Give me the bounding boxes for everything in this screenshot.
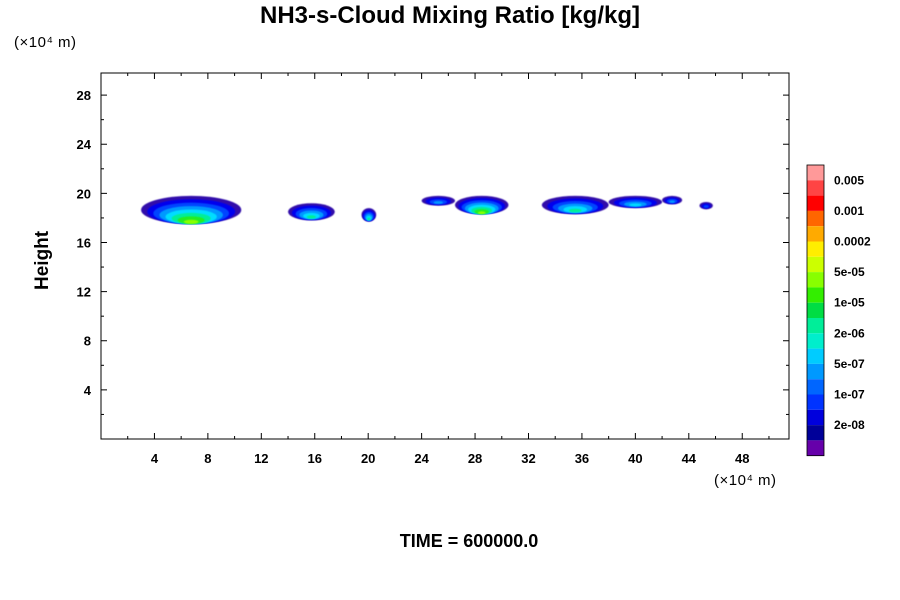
colorbar-swatch bbox=[807, 348, 824, 364]
colorbar-swatch bbox=[807, 379, 824, 395]
colorbar-swatch bbox=[807, 180, 824, 196]
colorbar-label: 0.001 bbox=[834, 204, 864, 218]
colorbar-label: 0.005 bbox=[834, 173, 864, 187]
colorbar-swatch bbox=[807, 333, 824, 349]
x-tick-label: 40 bbox=[628, 451, 642, 466]
colorbar-swatch bbox=[807, 256, 824, 273]
x-tick-label: 36 bbox=[575, 451, 589, 466]
y-axis-unit: (×10⁴ m) bbox=[14, 34, 77, 51]
y-tick-label: 16 bbox=[77, 235, 91, 250]
time-label: TIME = 600000.0 bbox=[399, 531, 539, 551]
x-tick-label: 32 bbox=[521, 451, 535, 466]
cloud-contour bbox=[367, 217, 371, 221]
colorbar-label: 1e-07 bbox=[834, 388, 865, 402]
colorbar-swatch bbox=[807, 195, 824, 211]
colorbar-swatch bbox=[807, 363, 824, 380]
y-tick-label: 24 bbox=[77, 137, 92, 152]
y-tick-label: 8 bbox=[84, 334, 91, 349]
colorbar-label: 1e-05 bbox=[834, 296, 865, 310]
x-axis-unit: (×10⁴ m) bbox=[714, 472, 777, 489]
cloud-cluster bbox=[699, 201, 713, 210]
cloud-contour bbox=[306, 215, 316, 219]
cloud-cluster bbox=[541, 195, 609, 215]
cloud-cluster bbox=[421, 195, 456, 206]
cloud-cluster bbox=[361, 208, 377, 222]
colorbar-swatch bbox=[807, 165, 824, 181]
cloud-contour bbox=[477, 211, 486, 215]
colorbar-swatch bbox=[807, 318, 824, 334]
cloud-contour bbox=[703, 205, 709, 208]
cloud-contour bbox=[183, 219, 199, 224]
y-tick-label: 20 bbox=[77, 186, 91, 201]
cloud-contour bbox=[629, 203, 642, 207]
colorbar-label: 5e-05 bbox=[834, 265, 865, 279]
colorbar-swatch bbox=[807, 440, 824, 456]
x-tick-label: 4 bbox=[151, 451, 159, 466]
cloud-cluster bbox=[455, 195, 509, 215]
plot-frame bbox=[100, 72, 790, 440]
colorbar-swatch bbox=[807, 210, 824, 227]
x-tick-label: 48 bbox=[735, 451, 749, 466]
chart-title: NH3-s-Cloud Mixing Ratio [kg/kg] bbox=[260, 2, 640, 29]
colorbar-swatch bbox=[807, 226, 824, 242]
colorbar-swatch bbox=[807, 287, 824, 303]
colorbar: 0.005 0.001 0.0002 5e-05 1e-05 2e-06 5e-07 1e-0… bbox=[806, 164, 871, 457]
x-tick-label: 24 bbox=[414, 451, 429, 466]
x-tick-label: 20 bbox=[361, 451, 375, 466]
x-tick-label: 28 bbox=[468, 451, 482, 466]
y-tick-label: 28 bbox=[77, 88, 91, 103]
cloud-contour bbox=[568, 208, 582, 213]
colorbar-swatch bbox=[807, 409, 824, 426]
y-tick-label: 4 bbox=[84, 383, 92, 398]
cloud-cluster bbox=[608, 195, 663, 209]
colorbar-frame bbox=[806, 164, 825, 457]
cloud-cluster bbox=[288, 203, 335, 221]
colorbar-swatch bbox=[807, 425, 824, 441]
colorbar-label: 5e-07 bbox=[834, 357, 865, 371]
cloud-layer bbox=[141, 195, 713, 225]
colorbar-label: 2e-06 bbox=[834, 326, 865, 340]
cloud-cluster bbox=[141, 195, 242, 225]
x-tick-label: 16 bbox=[308, 451, 322, 466]
colorbar-swatch bbox=[807, 241, 824, 257]
cloud-contour bbox=[669, 200, 675, 203]
colorbar-label: 0.0002 bbox=[834, 235, 871, 249]
x-tick-label: 12 bbox=[254, 451, 268, 466]
x-tick-label: 44 bbox=[682, 451, 697, 466]
colorbar-swatch bbox=[807, 302, 824, 318]
cloud-contour bbox=[433, 201, 444, 204]
x-tick-label: 8 bbox=[204, 451, 211, 466]
colorbar-label: 2e-08 bbox=[834, 418, 865, 432]
colorbar-swatch bbox=[807, 272, 824, 288]
y-tick-label: 12 bbox=[77, 285, 91, 300]
cloud-cluster bbox=[662, 195, 683, 205]
colorbar-swatch bbox=[807, 394, 824, 410]
